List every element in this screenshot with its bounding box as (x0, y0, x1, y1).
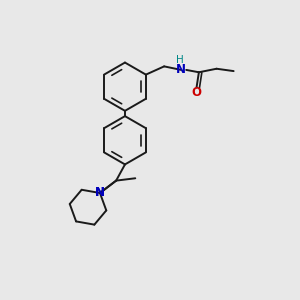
Text: N: N (95, 187, 105, 200)
Text: N: N (95, 187, 105, 200)
Text: O: O (191, 86, 202, 99)
Text: H: H (176, 56, 184, 65)
Text: N: N (176, 63, 186, 76)
